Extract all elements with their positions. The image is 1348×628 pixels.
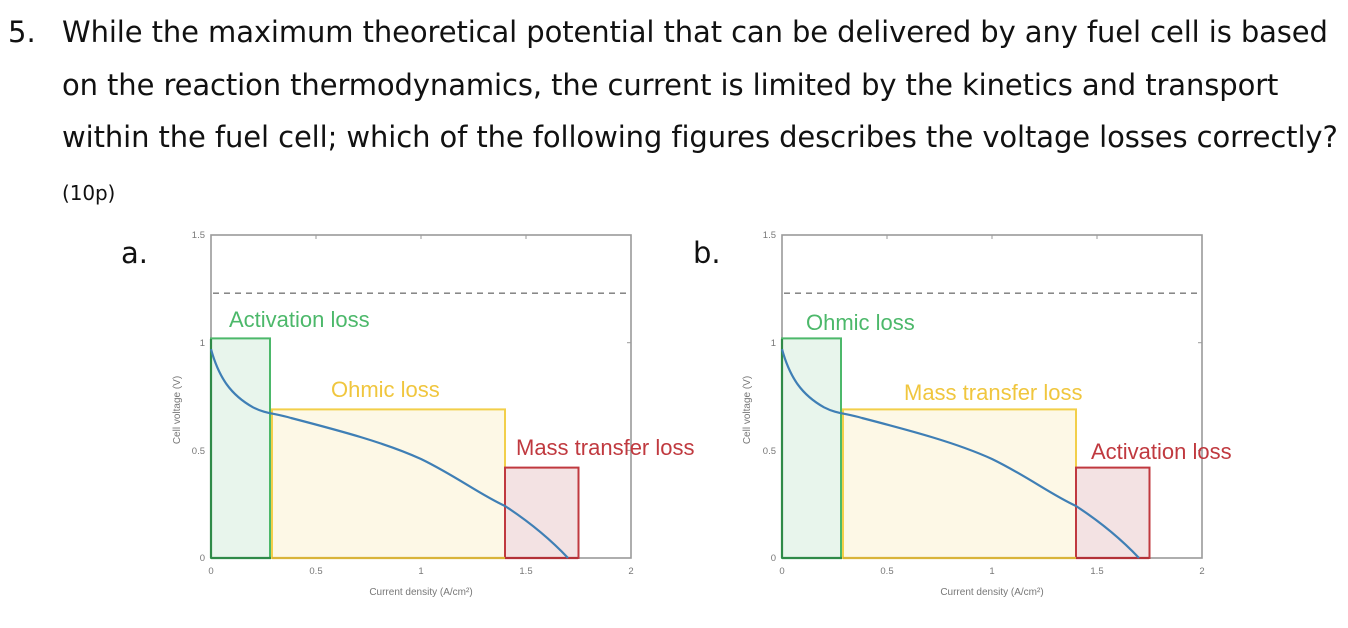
chart-a-xtick-0: 0 — [208, 566, 213, 577]
chart-a-ytick-1-5: 1.5 — [192, 230, 205, 241]
chart-b-xtick-0: 0 — [779, 566, 784, 577]
chart-b-annotation-green: Ohmic loss — [806, 310, 915, 335]
chart-a-xtick-0-5: 0.5 — [309, 566, 322, 577]
question-body: While the maximum theoretical potential … — [62, 15, 1338, 154]
question-number: 5. — [8, 15, 36, 49]
chart-b-ylabel: Cell voltage (V) — [742, 376, 753, 444]
chart-b-xlabel: Current density (A/cm²) — [940, 587, 1043, 598]
question-text: While the maximum theoretical potential … — [62, 6, 1342, 219]
chart-a-xtick-2: 2 — [628, 566, 633, 577]
chart-a-ytick-0-5: 0.5 — [192, 446, 205, 457]
chart-a-xtick-1: 1 — [418, 566, 423, 577]
chart-a-ytick-1: 1 — [200, 338, 205, 349]
chart-a-xtick-1-5: 1.5 — [519, 566, 532, 577]
chart-a-ytick-0: 0 — [200, 553, 205, 564]
chart-a-annotation-green: Activation loss — [229, 307, 370, 332]
chart-a-xlabel: Current density (A/cm²) — [369, 587, 472, 598]
chart-a-annotation-yellow: Ohmic loss — [331, 377, 440, 402]
chart-b-xtick-1: 1 — [989, 566, 994, 577]
chart-b-ytick-1-5: 1.5 — [763, 230, 776, 241]
panel-label-a: a. — [121, 236, 148, 270]
chart-b-ytick-1: 1 — [771, 338, 776, 349]
chart-b-xtick-0-5: 0.5 — [880, 566, 893, 577]
chart-b-xtick-2: 2 — [1199, 566, 1204, 577]
chart-b-ytick-0: 0 — [771, 553, 776, 564]
chart-b-annotation-red: Activation loss — [1091, 439, 1232, 464]
chart-b-annotation-yellow: Mass transfer loss — [904, 380, 1083, 405]
chart-b-ytick-0-5: 0.5 — [763, 446, 776, 457]
question-points: (10p) — [62, 180, 116, 205]
chart-b: 1.5 1 0.5 0 0 0.5 1 1.5 2 Current densit… — [742, 230, 1232, 598]
panel-label-b: b. — [693, 236, 721, 270]
chart-a-annotation-red: Mass transfer loss — [516, 435, 695, 460]
chart-a-ylabel: Cell voltage (V) — [172, 376, 183, 444]
chart-a: 1.5 1 0.5 0 0 0.5 1 1.5 2 Current densit… — [172, 230, 695, 598]
chart-b-xtick-1-5: 1.5 — [1090, 566, 1103, 577]
